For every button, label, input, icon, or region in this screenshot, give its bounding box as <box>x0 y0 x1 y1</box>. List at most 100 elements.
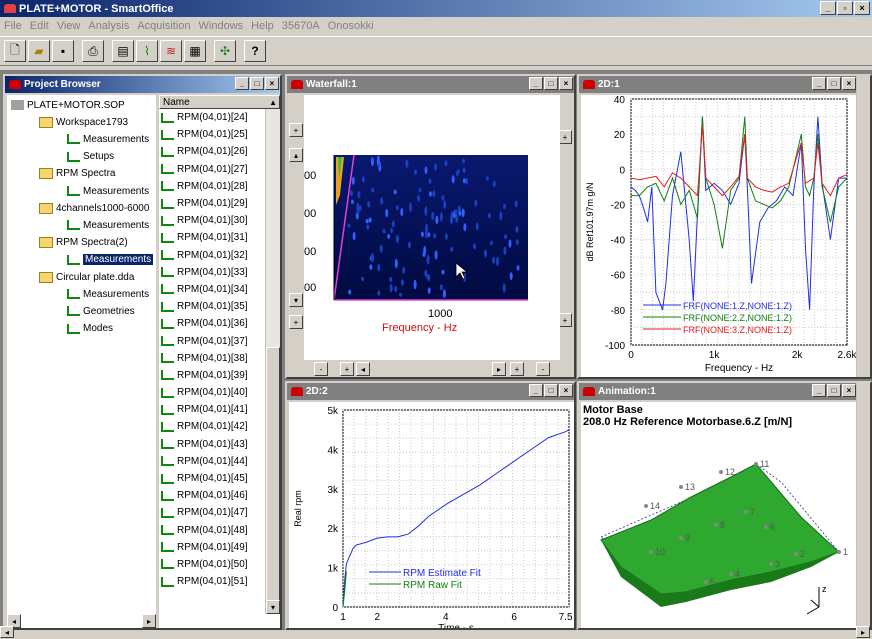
list-item[interactable]: RPM(04,01)[40] <box>159 384 264 401</box>
tree-item[interactable]: Circular plate.dda <box>39 269 134 285</box>
list-item[interactable]: RPM(04,01)[26] <box>159 143 264 160</box>
menu-file[interactable]: File <box>4 20 22 32</box>
tree-item[interactable]: Measurements <box>67 252 154 268</box>
tree-item[interactable]: RPM Spectra(2) <box>39 235 128 251</box>
frf-maximize-button[interactable]: □ <box>827 77 841 90</box>
wf-up-arrow[interactable]: ▴ <box>289 148 303 162</box>
geometry-icon[interactable]: ✣ <box>214 40 236 62</box>
list-scrollbar[interactable] <box>265 109 280 614</box>
wf-close-button[interactable]: × <box>559 77 573 90</box>
pb-maximize-button[interactable]: □ <box>250 77 264 90</box>
pb-close-button[interactable]: × <box>265 77 279 90</box>
frf-minimize-button[interactable]: _ <box>812 77 826 90</box>
help-icon[interactable]: ? <box>244 40 266 62</box>
list-item[interactable]: RPM(04,01)[42] <box>159 418 264 435</box>
list-item[interactable]: RPM(04,01)[49] <box>159 539 264 556</box>
waterfall-bottom-scroll[interactable]: - + ◂ ▸ + - <box>304 362 560 376</box>
wf-minimize-button[interactable]: _ <box>529 77 543 90</box>
menu-35670a[interactable]: 35670A <box>281 20 320 32</box>
save-icon[interactable]: ▪ <box>52 40 74 62</box>
frf-icon[interactable]: ⌇ <box>136 40 158 62</box>
restore-button[interactable]: ▫ <box>837 1 853 15</box>
project-tree[interactable]: PLATE+MOTOR.SOP Workspace1793 Measurements… <box>7 95 156 628</box>
list-item[interactable]: RPM(04,01)[25] <box>159 126 264 143</box>
list-item[interactable]: RPM(04,01)[39] <box>159 367 264 384</box>
list-item[interactable]: RPM(04,01)[35] <box>159 298 264 315</box>
menu-analysis[interactable]: Analysis <box>88 20 130 32</box>
frf-close-button[interactable]: × <box>842 77 856 90</box>
tree-item[interactable]: Measurements <box>67 131 149 147</box>
list-item[interactable]: RPM(04,01)[45] <box>159 470 264 487</box>
wf-maximize-button[interactable]: □ <box>544 77 558 90</box>
list-item[interactable]: RPM(04,01)[43] <box>159 436 264 453</box>
menu-help[interactable]: Help <box>251 20 274 32</box>
tree-item[interactable]: Measurements <box>67 183 149 199</box>
wf-h-plus-right[interactable]: + <box>510 362 524 376</box>
mdi-horizontal-scrollbar[interactable]: ◂ ▸ <box>0 626 872 639</box>
new-file-icon[interactable]: 🗋 <box>4 40 26 62</box>
list-item[interactable]: RPM(04,01)[50] <box>159 556 264 573</box>
waterfall-left-scroll[interactable]: + ▴ ▾ + <box>289 95 303 360</box>
list-item[interactable]: RPM(04,01)[36] <box>159 315 264 332</box>
menu-windows[interactable]: Windows <box>198 20 244 32</box>
list-item[interactable]: RPM(04,01)[34] <box>159 281 264 298</box>
wf-h-plus-left[interactable]: + <box>340 362 354 376</box>
list-item[interactable]: RPM(04,01)[47] <box>159 504 264 521</box>
list-item[interactable]: RPM(04,01)[28] <box>159 178 264 195</box>
open-folder-icon[interactable]: ▰ <box>28 40 50 62</box>
list-header[interactable]: Name ▲ <box>159 95 280 109</box>
list-item[interactable]: RPM(04,01)[27] <box>159 161 264 178</box>
waterfall-plot[interactable]: 00 00 00 00 1000 Frequency - Hz <box>304 95 560 360</box>
tree-item[interactable]: Workspace1793 <box>39 114 128 130</box>
list-item[interactable]: RPM(04,01)[33] <box>159 264 264 281</box>
menu-view[interactable]: View <box>56 20 81 32</box>
tree-item[interactable]: RPM Spectra <box>39 166 115 182</box>
list-item[interactable]: RPM(04,01)[44] <box>159 453 264 470</box>
rpm-plot[interactable]: 5k 4k 3k 2k 1k 0 1 2 4 6 7.5 Time - s Real rpm RPM Es… <box>289 402 574 628</box>
list-item[interactable]: RPM(04,01)[24] <box>159 109 264 126</box>
minimize-button[interactable]: _ <box>820 1 836 15</box>
waterfall-icon[interactable]: ≋ <box>160 40 182 62</box>
tree-item[interactable]: Measurements <box>67 217 149 233</box>
menu-edit[interactable]: Edit <box>29 20 49 32</box>
pb-minimize-button[interactable]: _ <box>235 77 249 90</box>
list-item[interactable]: RPM(04,01)[32] <box>159 247 264 264</box>
wf-h-right-arrow[interactable]: ▸ <box>492 362 506 376</box>
tree-scroll-left[interactable]: ◂ <box>7 614 21 628</box>
list-scroll-down[interactable]: ▾ <box>266 600 280 614</box>
anim-maximize-button[interactable]: □ <box>827 384 841 397</box>
rpm-minimize-button[interactable]: _ <box>529 384 543 397</box>
list-item[interactable]: RPM(04,01)[51] <box>159 573 264 590</box>
close-button[interactable]: × <box>854 1 870 15</box>
list-item[interactable]: RPM(04,01)[46] <box>159 487 264 504</box>
frf-scrollbar[interactable] <box>856 76 870 377</box>
tree-item[interactable]: Geometries <box>67 303 135 319</box>
list-item[interactable]: RPM(04,01)[31] <box>159 229 264 246</box>
list-item[interactable]: RPM(04,01)[41] <box>159 401 264 418</box>
anim-close-button[interactable]: × <box>842 384 856 397</box>
print-preview-icon[interactable]: ▤ <box>112 40 134 62</box>
image-icon[interactable]: ▦ <box>184 40 206 62</box>
wf-r-plus-bottom[interactable]: + <box>558 313 572 327</box>
menu-acquisition[interactable]: Acquisition <box>137 20 191 32</box>
print-icon[interactable]: ⎙ <box>82 40 104 62</box>
tree-item[interactable]: Measurements <box>67 286 149 302</box>
tree-scroll-right[interactable]: ▸ <box>142 614 156 628</box>
wf-h-minus-right[interactable]: - <box>536 362 550 376</box>
frf-plot[interactable]: 40 20 0 -20 -40 -60 -80 -100 0 1k 2k 2.6k Frequency … <box>581 95 857 377</box>
waterfall-right-scroll[interactable]: + + <box>558 95 572 360</box>
tree-item[interactable]: Setups <box>67 149 114 165</box>
tree-item[interactable]: 4channels1000-6000 <box>39 200 149 216</box>
list-item[interactable]: RPM(04,01)[29] <box>159 195 264 212</box>
wf-h-minus-left[interactable]: - <box>314 362 328 376</box>
animation-view[interactable]: Motor Base 208.0 Hz Reference Motorbase.… <box>581 402 859 628</box>
list-item[interactable]: RPM(04,01)[38] <box>159 350 264 367</box>
list-item[interactable]: RPM(04,01)[48] <box>159 522 264 539</box>
wf-r-plus-top[interactable]: + <box>558 130 572 144</box>
menu-onosokki[interactable]: Onosokki <box>327 20 374 32</box>
wf-down-arrow[interactable]: ▾ <box>289 293 303 307</box>
anim-minimize-button[interactable]: _ <box>812 384 826 397</box>
list-item[interactable]: RPM(04,01)[30] <box>159 212 264 229</box>
rpm-close-button[interactable]: × <box>559 384 573 397</box>
tree-item[interactable]: PLATE+MOTOR.SOP <box>11 97 125 113</box>
